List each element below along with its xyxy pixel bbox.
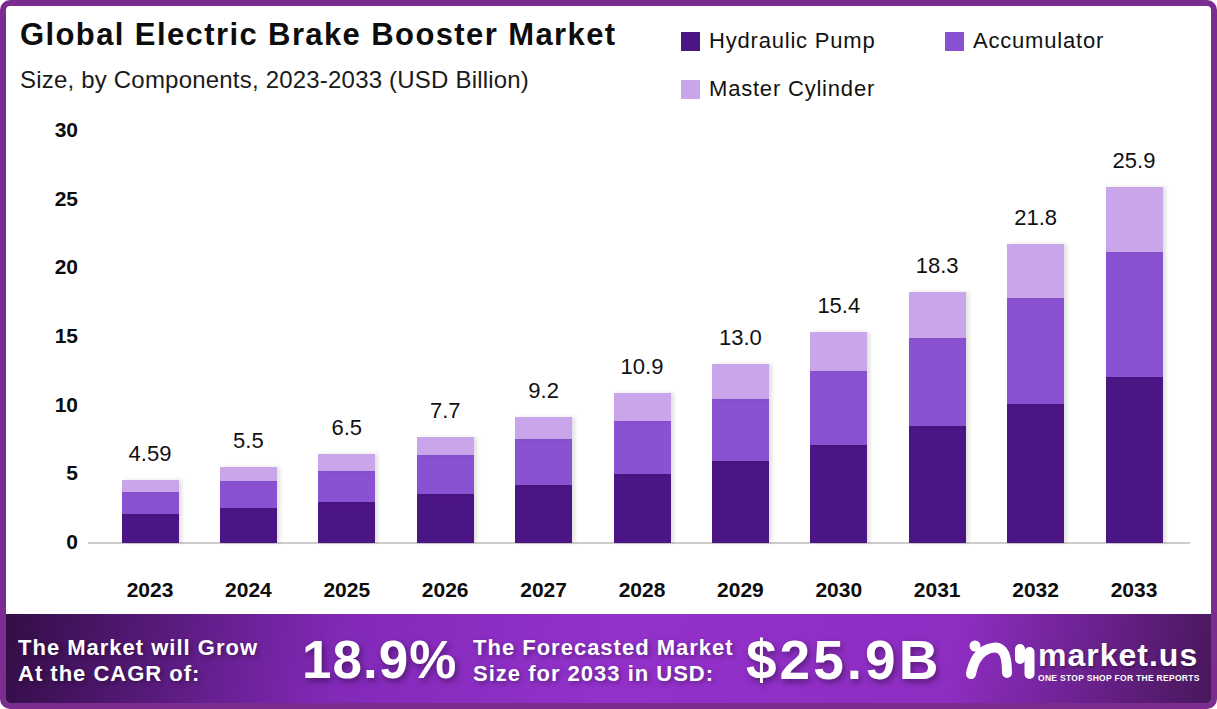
legend-label: Master Cylinder: [709, 76, 875, 102]
bar-total-label: 4.59: [100, 441, 200, 467]
legend-label: Accumulator: [973, 28, 1104, 54]
bar-segment-accumulator: [1106, 252, 1163, 377]
forecast-value: $25.9B: [746, 628, 941, 692]
bar-total-label: 10.9: [592, 354, 692, 380]
legend-item: Accumulator: [945, 28, 1104, 54]
x-axis-tick-label: 2033: [1084, 578, 1184, 602]
bar-total-label: 18.3: [887, 253, 987, 279]
x-axis-tick-label: 2032: [986, 578, 1086, 602]
bar-segment-master-cylinder: [1106, 187, 1163, 252]
bar-segment-accumulator: [122, 492, 179, 515]
bar-total-label: 13.0: [690, 325, 790, 351]
bar-segment-hydraulic-pump: [614, 474, 671, 543]
y-axis-tick-label: 25: [26, 187, 78, 211]
x-axis-tick-label: 2028: [592, 578, 692, 602]
footer-banner: The Market will Grow At the CAGR of: 18.…: [0, 614, 1217, 709]
bar-total-label: 9.2: [494, 378, 594, 404]
bar-segment-accumulator: [318, 471, 375, 502]
x-axis-tick-label: 2024: [198, 578, 298, 602]
bar-segment-master-cylinder: [810, 332, 867, 371]
bar-segment-accumulator: [220, 481, 277, 508]
legend-swatch-icon: [681, 80, 700, 99]
cagr-value: 18.9%: [302, 629, 457, 690]
y-axis-tick-label: 20: [26, 255, 78, 279]
forecast-label: The Forecasted Market Size for 2033 in U…: [473, 635, 734, 687]
bar-segment-hydraulic-pump: [318, 502, 375, 543]
bar-segment-hydraulic-pump: [1106, 377, 1163, 543]
bar-segment-master-cylinder: [1007, 244, 1064, 298]
bar-segment-master-cylinder: [515, 417, 572, 440]
bar-segment-accumulator: [614, 421, 671, 475]
bar-segment-accumulator: [909, 338, 966, 427]
y-axis-tick-label: 5: [26, 461, 78, 485]
bar-segment-master-cylinder: [909, 292, 966, 338]
bar-segment-master-cylinder: [220, 467, 277, 481]
y-axis-tick-label: 0: [26, 530, 78, 554]
bar-segment-hydraulic-pump: [1007, 404, 1064, 543]
bar-segment-accumulator: [1007, 298, 1064, 404]
bar-total-label: 21.8: [986, 205, 1086, 231]
chart-subtitle: Size, by Components, 2023-2033 (USD Bill…: [20, 66, 529, 94]
bar-segment-hydraulic-pump: [810, 445, 867, 543]
legend-item: Hydraulic Pump: [681, 28, 875, 54]
bar-total-label: 7.7: [395, 398, 495, 424]
bar-total-label: 6.5: [297, 415, 397, 441]
legend-swatch-icon: [681, 32, 700, 51]
bar-segment-hydraulic-pump: [712, 461, 769, 543]
market-us-logo-icon: [963, 640, 1035, 682]
brand-block: market.us ONE STOP SHOP FOR THE REPORTS: [1038, 640, 1200, 683]
x-axis-tick-label: 2030: [789, 578, 889, 602]
bar-segment-hydraulic-pump: [515, 485, 572, 543]
bar-segment-accumulator: [712, 399, 769, 461]
bar-total-label: 15.4: [789, 293, 889, 319]
bar-segment-master-cylinder: [318, 454, 375, 471]
y-axis-tick-label: 10: [26, 393, 78, 417]
bar-segment-hydraulic-pump: [220, 508, 277, 543]
bar-segment-accumulator: [417, 455, 474, 493]
infographic-page: Global Electric Brake Booster Market Siz…: [0, 0, 1217, 709]
brand-name: market.us: [1038, 640, 1200, 670]
brand-tagline: ONE STOP SHOP FOR THE REPORTS: [1038, 673, 1200, 683]
bar-segment-hydraulic-pump: [122, 514, 179, 543]
x-axis-tick-label: 2023: [100, 578, 200, 602]
legend-item: Master Cylinder: [681, 76, 875, 102]
bar-segment-hydraulic-pump: [417, 494, 474, 543]
x-axis-tick-label: 2027: [494, 578, 594, 602]
x-axis-tick-label: 2031: [887, 578, 987, 602]
y-axis-tick-label: 15: [26, 324, 78, 348]
x-axis-tick-label: 2025: [297, 578, 397, 602]
bar-total-label: 25.9: [1084, 148, 1184, 174]
bar-segment-master-cylinder: [417, 437, 474, 455]
cagr-label: The Market will Grow At the CAGR of:: [18, 635, 258, 687]
chart-title: Global Electric Brake Booster Market: [20, 17, 617, 53]
bar-segment-accumulator: [810, 371, 867, 445]
bar-segment-hydraulic-pump: [909, 426, 966, 543]
plot-area: 4.595.56.57.79.210.9 13.0 15.4 18.3 21.8 25.9: [88, 131, 1190, 543]
bar-total-label: 5.5: [198, 428, 298, 454]
y-axis-tick-label: 30: [26, 118, 78, 142]
bar-segment-master-cylinder: [122, 480, 179, 492]
x-axis-tick-label: 2029: [690, 578, 790, 602]
legend-label: Hydraulic Pump: [709, 28, 875, 54]
x-axis-tick-label: 2026: [395, 578, 495, 602]
bar-segment-master-cylinder: [712, 364, 769, 398]
legend-swatch-icon: [945, 32, 964, 51]
bar-segment-master-cylinder: [614, 393, 671, 420]
bar-segment-accumulator: [515, 439, 572, 484]
